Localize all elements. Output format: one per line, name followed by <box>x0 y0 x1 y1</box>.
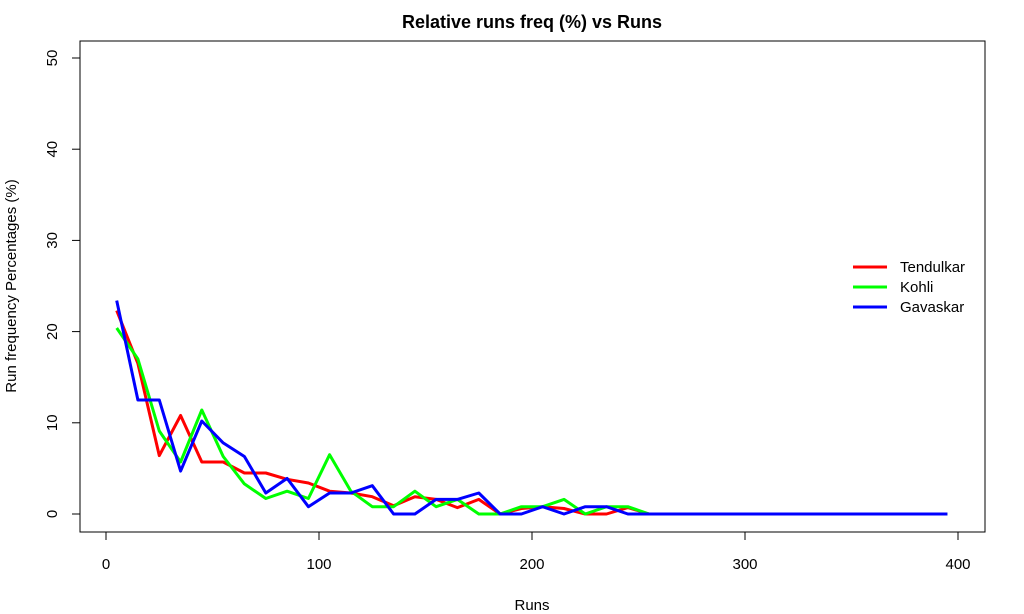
legend-label-gavaskar: Gavaskar <box>900 299 964 316</box>
series-layer <box>115 300 948 516</box>
y-tick-label: 20 <box>44 323 61 340</box>
chart-title: Relative runs freq (%) vs Runs <box>402 12 662 32</box>
y-axis: 0 10 20 30 40 50 <box>44 50 81 518</box>
series-line-gavaskar <box>115 300 948 516</box>
y-tick-label: 10 <box>44 414 61 431</box>
x-axis-label: Runs <box>514 597 549 614</box>
legend-label-tendulkar: Tendulkar <box>900 259 965 276</box>
series-line-kohli <box>115 327 948 516</box>
x-tick-label: 400 <box>945 556 970 573</box>
series-line-tendulkar <box>115 310 948 516</box>
x-tick-label: 200 <box>519 556 544 573</box>
y-tick-label: 30 <box>44 232 61 249</box>
legend-label-kohli: Kohli <box>900 279 933 296</box>
x-tick-label: 300 <box>732 556 757 573</box>
y-tick-label: 50 <box>44 50 61 67</box>
x-axis: 0 100 200 300 400 <box>102 531 971 573</box>
y-axis-label: Run frequency Percentages (%) <box>3 179 20 392</box>
y-tick-label: 40 <box>44 141 61 158</box>
legend: Tendulkar Kohli Gavaskar <box>853 259 965 316</box>
x-tick-label: 0 <box>102 556 110 573</box>
y-tick-label: 0 <box>44 510 61 518</box>
x-tick-label: 100 <box>306 556 331 573</box>
plot-frame <box>79 40 986 533</box>
